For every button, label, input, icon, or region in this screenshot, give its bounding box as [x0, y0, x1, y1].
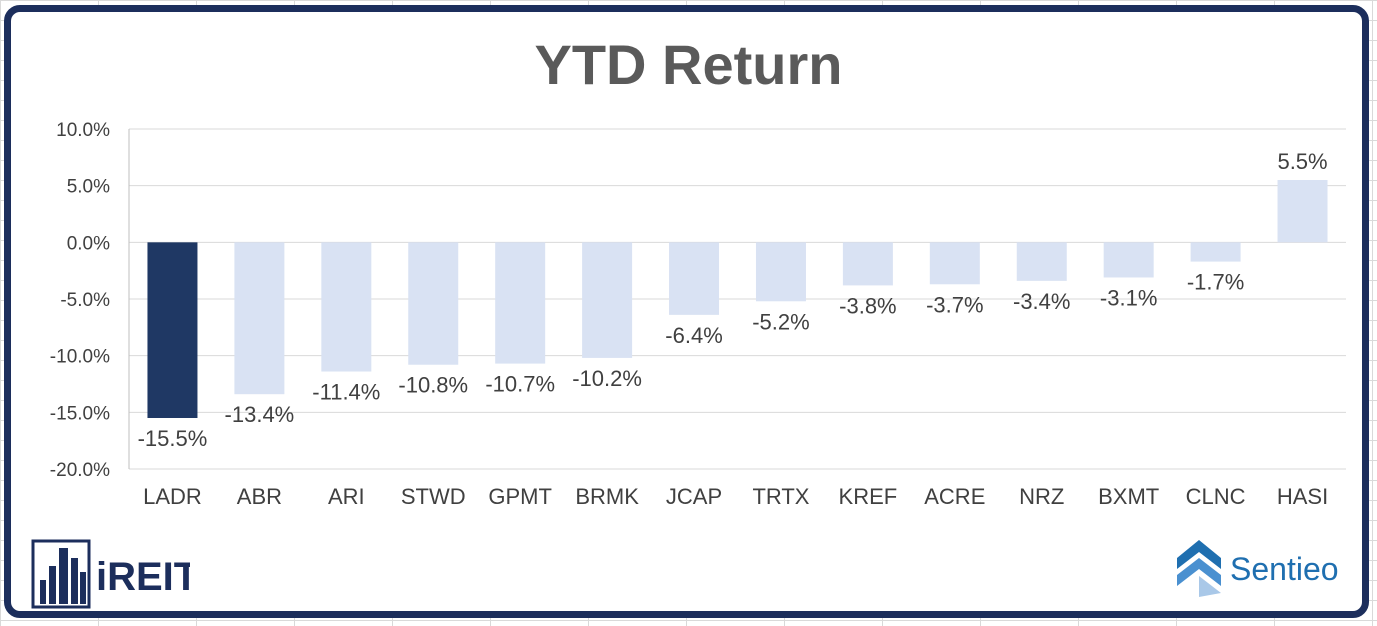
x-tick-label: STWD [401, 484, 466, 509]
data-label: -13.4% [225, 402, 295, 427]
bar-acre [929, 242, 980, 285]
bar-kref [842, 242, 893, 286]
building-icon [31, 539, 91, 609]
bar-brmk [582, 242, 633, 358]
x-tick-label: ARI [328, 484, 365, 509]
bar-bxmt [1103, 242, 1154, 278]
data-label: 5.5% [1277, 149, 1327, 174]
bar-abr [234, 242, 285, 395]
data-label: -10.8% [398, 373, 468, 398]
x-tick-label: GPMT [488, 484, 552, 509]
sentieo-logo: Sentieo [1174, 538, 1346, 607]
y-tick-label: 0.0% [67, 233, 110, 254]
x-tick-label: HASI [1277, 484, 1328, 509]
y-tick-label: -10.0% [50, 347, 110, 368]
data-label: -3.8% [839, 293, 896, 318]
data-label: -1.7% [1187, 270, 1244, 295]
bar-stwd [408, 242, 459, 365]
chart-title: YTD Return [534, 33, 843, 96]
sentieo-logo-text: Sentieo [1230, 551, 1339, 587]
y-tick-label: -20.0% [50, 460, 110, 481]
x-tick-label: JCAP [666, 484, 722, 509]
bar-trtx [755, 242, 806, 302]
x-tick-label: ABR [237, 484, 282, 509]
data-label: -10.2% [572, 366, 642, 391]
y-tick-label: 10.0% [56, 120, 110, 141]
x-tick-label: NRZ [1019, 484, 1064, 509]
data-label: -3.4% [1013, 289, 1070, 314]
data-label: -3.1% [1100, 285, 1157, 310]
data-label: -6.4% [665, 323, 722, 348]
x-tick-label: LADR [143, 484, 202, 509]
x-tick-label: KREF [839, 484, 898, 509]
bar-jcap [669, 242, 720, 315]
y-tick-label: -15.0% [50, 403, 110, 424]
y-tick-label: 5.0% [67, 177, 110, 198]
bar-ari [321, 242, 372, 372]
data-label: -3.7% [926, 292, 983, 317]
y-tick-label: -5.0% [60, 290, 110, 311]
bar-hasi [1277, 180, 1328, 243]
data-label: -10.7% [485, 372, 555, 397]
bar-clnc [1190, 242, 1241, 262]
data-label: -11.4% [312, 380, 380, 405]
data-label: -5.2% [752, 309, 809, 334]
x-tick-label: BXMT [1098, 484, 1159, 509]
x-tick-label: CLNC [1186, 484, 1246, 509]
ireit-logo: iREIT [30, 536, 198, 617]
x-tick-label: BRMK [575, 484, 639, 509]
bar-gpmt [495, 242, 546, 364]
data-label: -15.5% [138, 426, 208, 451]
sentieo-chevron-icon [1177, 540, 1221, 597]
x-tick-label: TRTX [752, 484, 809, 509]
x-tick-label: ACRE [924, 484, 985, 509]
bar-nrz [1016, 242, 1067, 281]
ireit-logo-text: iREIT [96, 555, 190, 599]
bar-ladr [147, 242, 198, 418]
